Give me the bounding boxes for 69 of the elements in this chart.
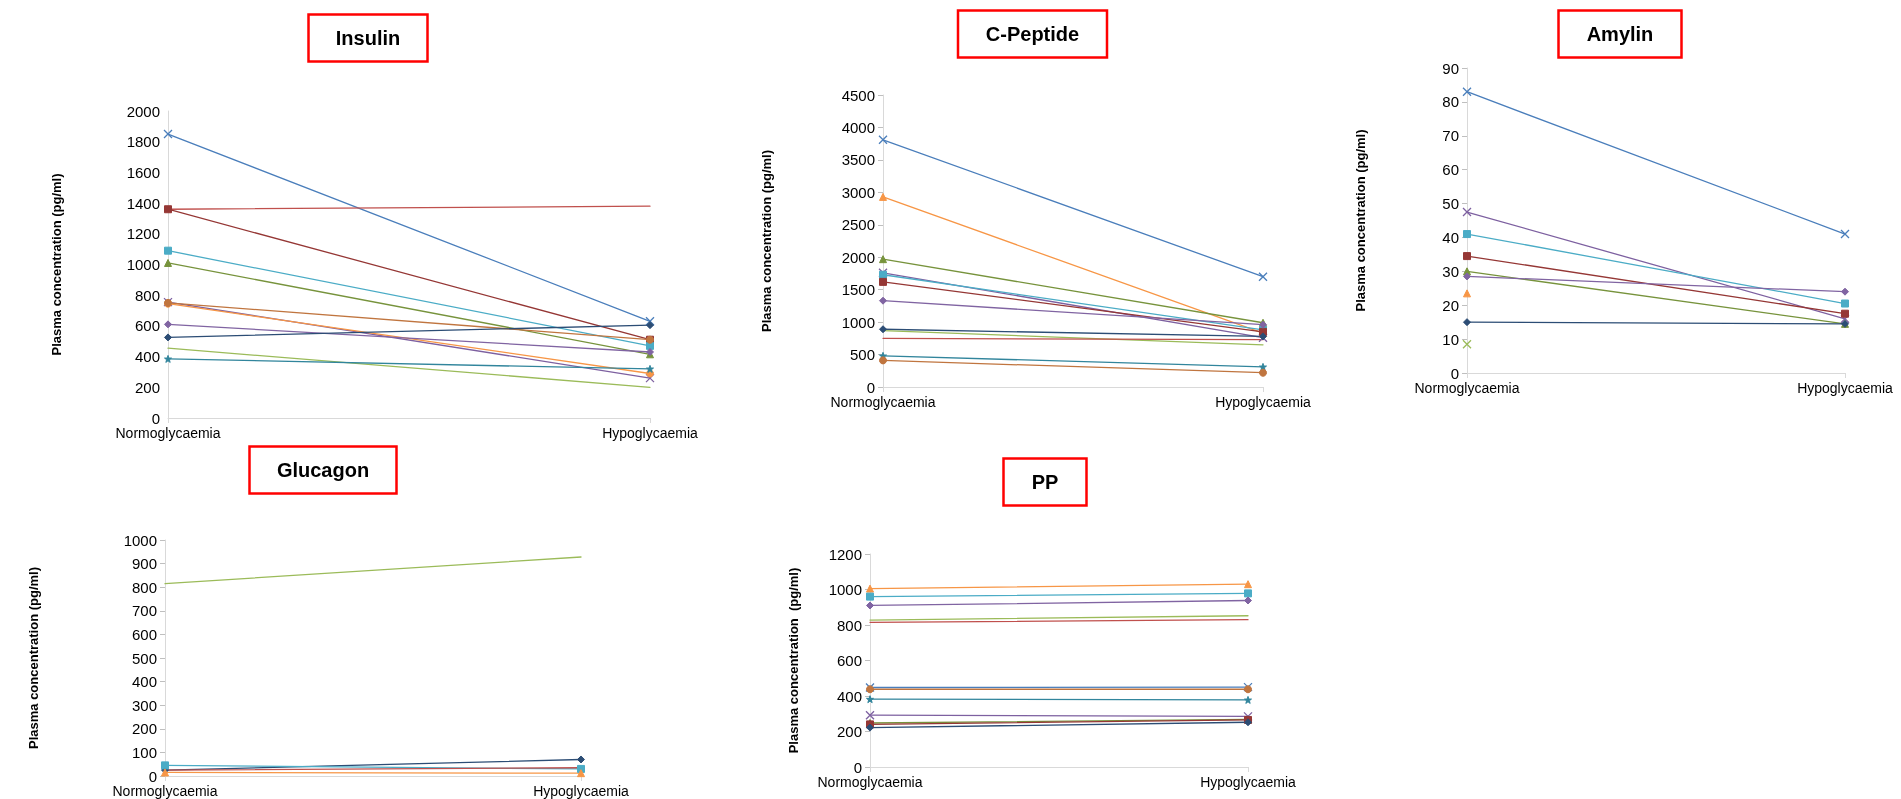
- y-tick-label: 90: [1442, 59, 1459, 77]
- chart-title: Insulin: [335, 27, 401, 49]
- y-axis-title: Plasma concentration (pg/ml): [786, 567, 801, 754]
- chart-title: C-Peptide: [985, 23, 1080, 45]
- y-tick-label: 500: [131, 649, 157, 667]
- y-tick-label: 4500: [841, 86, 875, 104]
- y-tick-label: 200: [131, 720, 157, 738]
- y-tick-label: 30: [1442, 262, 1459, 280]
- y-tick-label: 700: [131, 602, 157, 620]
- x-tick-label: Hypoglycaemia: [1797, 380, 1894, 396]
- y-tick-label: 1200: [126, 225, 160, 243]
- x-tick-label: Hypoglycaemia: [533, 783, 630, 799]
- y-tick-label: 1000: [123, 531, 157, 549]
- y-tick-label: 200: [836, 723, 862, 740]
- y-tick-label: 2500: [841, 216, 875, 234]
- y-tick-label: 900: [131, 555, 157, 573]
- y-tick-label: 3500: [841, 151, 875, 169]
- y-tick-label: 400: [836, 687, 862, 705]
- x-tick-label: Normoglycaemia: [112, 783, 218, 799]
- y-tick-label: 80: [1442, 93, 1459, 111]
- y-tick-label: 1500: [841, 281, 875, 299]
- y-tick-label: 3000: [841, 183, 875, 201]
- y-tick-label: 800: [134, 286, 160, 304]
- y-tick-label: 70: [1442, 127, 1459, 145]
- x-tick-label: Normoglycaemia: [1414, 380, 1520, 396]
- y-axis-title: Plasma concentration (pg/ml): [759, 149, 774, 333]
- y-tick-label: 0: [853, 758, 862, 776]
- y-tick-label: 4000: [841, 118, 875, 136]
- y-tick-label: 1800: [126, 133, 160, 151]
- y-tick-label: 0: [148, 767, 157, 785]
- y-tick-label: 1000: [126, 256, 160, 273]
- y-tick-label: 1000: [841, 313, 875, 331]
- y-tick-label: 600: [836, 652, 862, 669]
- y-tick-label: 1600: [126, 163, 160, 181]
- y-tick-label: 40: [1442, 228, 1459, 246]
- y-tick-label: 50: [1442, 195, 1459, 213]
- y-tick-label: 1400: [126, 194, 160, 212]
- y-tick-label: 500: [849, 346, 875, 364]
- y-tick-label: 20: [1442, 296, 1459, 314]
- chart-title: Amylin: [1586, 23, 1654, 45]
- x-tick-label: Hypoglycaemia: [1200, 774, 1297, 790]
- y-tick-label: 0: [1450, 364, 1459, 382]
- y-tick-label: 600: [134, 317, 160, 335]
- y-tick-label: 800: [836, 616, 862, 634]
- y-tick-label: 2000: [126, 102, 160, 120]
- y-tick-label: 2000: [841, 248, 875, 266]
- y-tick-label: 300: [131, 696, 157, 714]
- y-tick-label: 600: [131, 625, 157, 643]
- y-tick-label: 400: [131, 673, 157, 691]
- y-tick-label: 200: [134, 378, 160, 396]
- y-axis-title: Plasma concentration (pg/ml): [26, 566, 41, 750]
- x-tick-label: Normoglycaemia: [817, 774, 923, 790]
- y-axis-title: Plasma concentration (pg/ml): [1353, 129, 1368, 312]
- y-tick-label: 400: [134, 348, 160, 366]
- y-tick-label: 1200: [828, 545, 862, 563]
- chart-title: Glucagon: [276, 459, 370, 481]
- y-axis-title: Plasma concentration (pg/ml): [49, 173, 64, 356]
- y-tick-label: 0: [151, 409, 160, 427]
- y-tick-label: 0: [866, 378, 875, 396]
- y-tick-label: 1000: [828, 581, 862, 598]
- y-tick-label: 800: [131, 578, 157, 596]
- x-tick-label: Hypoglycaemia: [602, 425, 699, 441]
- y-tick-label: 100: [131, 743, 157, 761]
- x-tick-label: Normoglycaemia: [830, 394, 936, 410]
- y-tick-label: 10: [1442, 330, 1459, 348]
- y-tick-label: 60: [1442, 161, 1459, 179]
- x-tick-label: Hypoglycaemia: [1215, 394, 1312, 410]
- x-tick-label: Normoglycaemia: [115, 425, 221, 441]
- chart-title: PP: [1031, 471, 1059, 493]
